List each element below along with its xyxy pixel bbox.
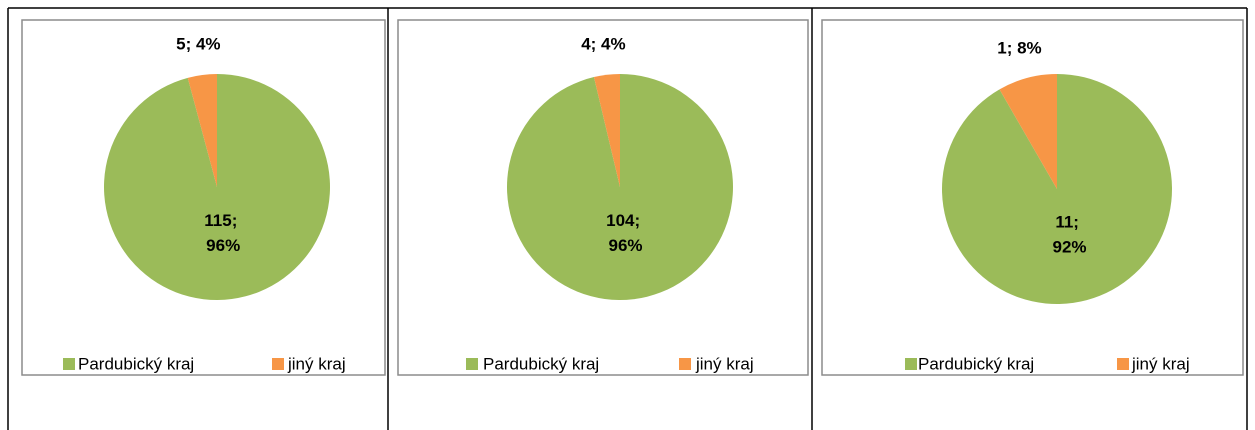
data-label: 115; 96%	[204, 212, 242, 256]
legend-swatch	[679, 358, 691, 370]
legend-label: jiný kraj	[1131, 354, 1190, 373]
legend-swatch	[272, 358, 284, 370]
data-label: 4; 4%	[581, 34, 625, 53]
legend-label: jiný kraj	[695, 354, 754, 373]
legend-swatch	[63, 358, 75, 370]
legend-label: Pardubický kraj	[918, 354, 1034, 373]
legend-label: jiný kraj	[287, 354, 346, 373]
table-borders	[7, 7, 1248, 430]
pie-slice	[187, 74, 217, 187]
pie-slice	[104, 74, 331, 300]
legend-swatch	[466, 358, 478, 370]
legend-label: Pardubický kraj	[483, 354, 599, 373]
data-label: 11; 92%	[1052, 213, 1086, 257]
data-label: 5; 4%	[176, 35, 220, 54]
legend-label: Pardubický kraj	[78, 354, 194, 373]
data-label: 1; 8%	[997, 38, 1041, 57]
legend-swatch	[905, 358, 917, 370]
legend-swatch	[1117, 358, 1129, 370]
pie-slice	[999, 74, 1057, 189]
data-label: 104; 96%	[606, 212, 645, 256]
pie-slice	[941, 74, 1172, 304]
pie-slice	[507, 74, 734, 300]
pie-slice	[593, 74, 620, 187]
